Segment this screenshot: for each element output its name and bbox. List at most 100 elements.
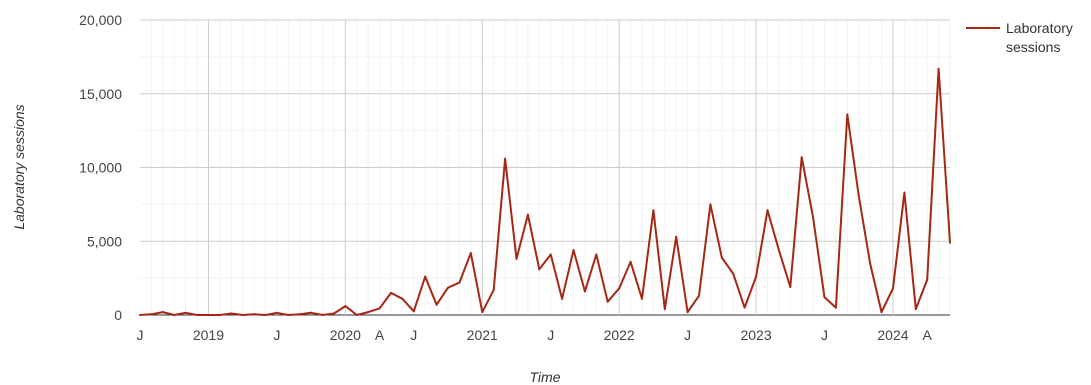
data-point bbox=[618, 287, 621, 290]
data-point bbox=[663, 308, 666, 311]
data-point bbox=[914, 308, 917, 311]
data-point bbox=[595, 253, 598, 256]
data-point bbox=[515, 257, 518, 260]
y-axis-ticks: 0 5,000 10,000 15,000 20,000 bbox=[79, 12, 122, 323]
data-point bbox=[447, 286, 449, 289]
x-tick-label: 2024 bbox=[877, 327, 908, 343]
data-point bbox=[709, 203, 712, 206]
data-point bbox=[196, 314, 198, 316]
data-point bbox=[743, 306, 746, 309]
data-point bbox=[800, 156, 803, 159]
data-point bbox=[561, 297, 564, 300]
data-point bbox=[469, 252, 472, 255]
legend-label-laboratory-sessions: Laboratory sessions bbox=[1006, 20, 1073, 55]
data-point bbox=[903, 191, 906, 194]
series-layer bbox=[139, 67, 951, 316]
x-tick-label: 2023 bbox=[740, 327, 771, 343]
data-point bbox=[949, 241, 951, 244]
data-point bbox=[298, 313, 301, 316]
x-axis-title: Time bbox=[530, 369, 561, 385]
data-point bbox=[287, 314, 290, 316]
y-tick-label: 15,000 bbox=[79, 86, 122, 102]
data-point bbox=[492, 288, 495, 291]
data-point bbox=[173, 314, 176, 316]
x-axis-ticks: J 2019 J 2020 A J 2021 J 2022 J 2023 J 2024 A bbox=[137, 327, 933, 343]
x-tick-label: J bbox=[547, 327, 554, 343]
data-point bbox=[698, 294, 700, 297]
x-tick-label: J bbox=[821, 327, 828, 343]
legend: Laboratory sessions bbox=[966, 20, 1073, 55]
data-point bbox=[926, 278, 929, 281]
major-gridlines bbox=[140, 19, 950, 316]
data-point bbox=[264, 314, 267, 316]
data-point bbox=[332, 312, 335, 315]
data-point bbox=[378, 307, 381, 310]
data-point bbox=[937, 67, 940, 70]
data-point bbox=[481, 311, 484, 314]
x-tick-label: A bbox=[375, 327, 385, 343]
data-point bbox=[390, 291, 392, 294]
data-point bbox=[275, 311, 278, 314]
data-point bbox=[686, 311, 689, 314]
data-point bbox=[823, 296, 826, 299]
data-point bbox=[572, 249, 575, 252]
data-point bbox=[846, 113, 849, 116]
data-point bbox=[321, 314, 324, 316]
data-point bbox=[230, 312, 233, 315]
x-tick-label: J bbox=[273, 327, 280, 343]
data-point bbox=[812, 216, 815, 219]
data-point bbox=[720, 256, 723, 259]
data-point bbox=[355, 314, 358, 316]
data-point bbox=[458, 281, 461, 284]
x-tick-label: J bbox=[137, 327, 144, 343]
data-point bbox=[218, 314, 221, 316]
series-line-laboratory-sessions bbox=[139, 67, 951, 316]
data-point bbox=[755, 275, 758, 278]
data-point bbox=[150, 313, 153, 316]
data-point bbox=[412, 310, 415, 313]
y-tick-label: 20,000 bbox=[79, 12, 122, 28]
data-point bbox=[344, 305, 347, 308]
x-tick-label: J bbox=[410, 327, 417, 343]
y-tick-label: 10,000 bbox=[79, 160, 122, 176]
data-point bbox=[207, 314, 210, 316]
data-point bbox=[424, 275, 427, 278]
data-point bbox=[880, 311, 883, 314]
data-point bbox=[139, 314, 141, 316]
data-point bbox=[606, 300, 609, 303]
data-point bbox=[401, 297, 404, 300]
x-tick-label: 2020 bbox=[330, 327, 361, 343]
x-tick-label: J bbox=[684, 327, 691, 343]
data-point bbox=[161, 311, 164, 314]
data-point bbox=[310, 311, 313, 314]
data-point bbox=[777, 249, 780, 252]
x-tick-label: 2022 bbox=[604, 327, 635, 343]
data-point bbox=[857, 194, 860, 197]
data-point bbox=[184, 311, 187, 314]
y-tick-label: 5,000 bbox=[87, 233, 122, 249]
x-tick-label: 2019 bbox=[193, 327, 224, 343]
data-point bbox=[367, 311, 370, 314]
data-point bbox=[789, 286, 792, 288]
data-point bbox=[869, 262, 872, 265]
data-point bbox=[435, 303, 438, 306]
data-point bbox=[834, 306, 837, 309]
y-tick-label: 0 bbox=[114, 307, 122, 323]
data-point bbox=[652, 209, 655, 212]
data-point bbox=[549, 253, 552, 256]
data-point bbox=[504, 157, 507, 160]
data-point bbox=[526, 213, 529, 216]
data-point bbox=[766, 209, 769, 212]
data-point bbox=[583, 290, 586, 293]
y-axis-title: Laboratory sessions bbox=[11, 104, 27, 229]
x-tick-label: 2021 bbox=[467, 327, 498, 343]
data-point bbox=[538, 268, 541, 271]
data-point bbox=[253, 313, 256, 316]
data-point bbox=[241, 314, 244, 316]
x-tick-label: A bbox=[923, 327, 933, 343]
data-point bbox=[732, 272, 735, 275]
data-point bbox=[892, 287, 894, 290]
data-point bbox=[675, 235, 678, 238]
data-point bbox=[629, 260, 632, 263]
